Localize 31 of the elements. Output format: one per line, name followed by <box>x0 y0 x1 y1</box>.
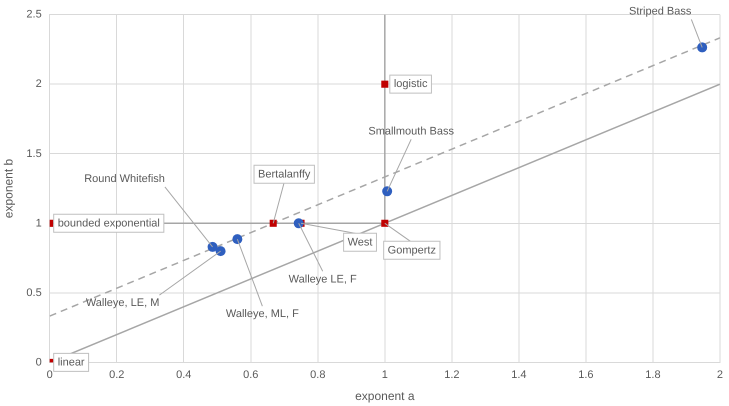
annotation: Smallmouth Bass <box>368 125 454 138</box>
y-tick-label: 0.5 <box>26 286 42 299</box>
y-tick-label: 2.5 <box>26 8 42 21</box>
annotation: Walleye LE, F <box>288 273 357 286</box>
annotation: Bertalanffy <box>258 168 311 180</box>
y-tick-label: 0 <box>36 356 42 368</box>
y-tick-label: 1.5 <box>26 148 42 160</box>
x-tick-label: 1.6 <box>578 369 594 382</box>
x-tick-label: 1.2 <box>444 369 460 382</box>
annotation: Walleye, LE, M <box>86 297 160 310</box>
x-tick-label: 0 <box>46 369 53 382</box>
x-axis-title: exponent a <box>355 389 415 404</box>
annotation: linear <box>58 356 85 368</box>
annotation: Walleye, ML, F <box>226 308 300 320</box>
x-tick-label: 1 <box>382 369 388 382</box>
x-tick-label: 0.4 <box>176 369 192 382</box>
y-axis-title: exponent b <box>2 158 16 218</box>
annotation: Round Whitefish <box>84 172 165 185</box>
annotation: bounded exponential <box>58 217 160 230</box>
y-tick-label: 1 <box>36 217 42 230</box>
annotation: logistic <box>394 78 428 90</box>
annotation: Gompertz <box>388 244 436 256</box>
x-tick-label: 1.8 <box>645 369 661 382</box>
x-tick-label: 0.8 <box>310 369 326 382</box>
x-tick-label: 1.4 <box>511 369 527 382</box>
annotation: Striped Bass <box>629 5 692 18</box>
x-tick-label: 2 <box>716 369 724 382</box>
x-tick-label: 0.6 <box>243 369 258 382</box>
x-tick-label: 0.2 <box>109 369 124 382</box>
y-tick-label: 2 <box>36 78 42 90</box>
annotation: West <box>348 236 372 248</box>
